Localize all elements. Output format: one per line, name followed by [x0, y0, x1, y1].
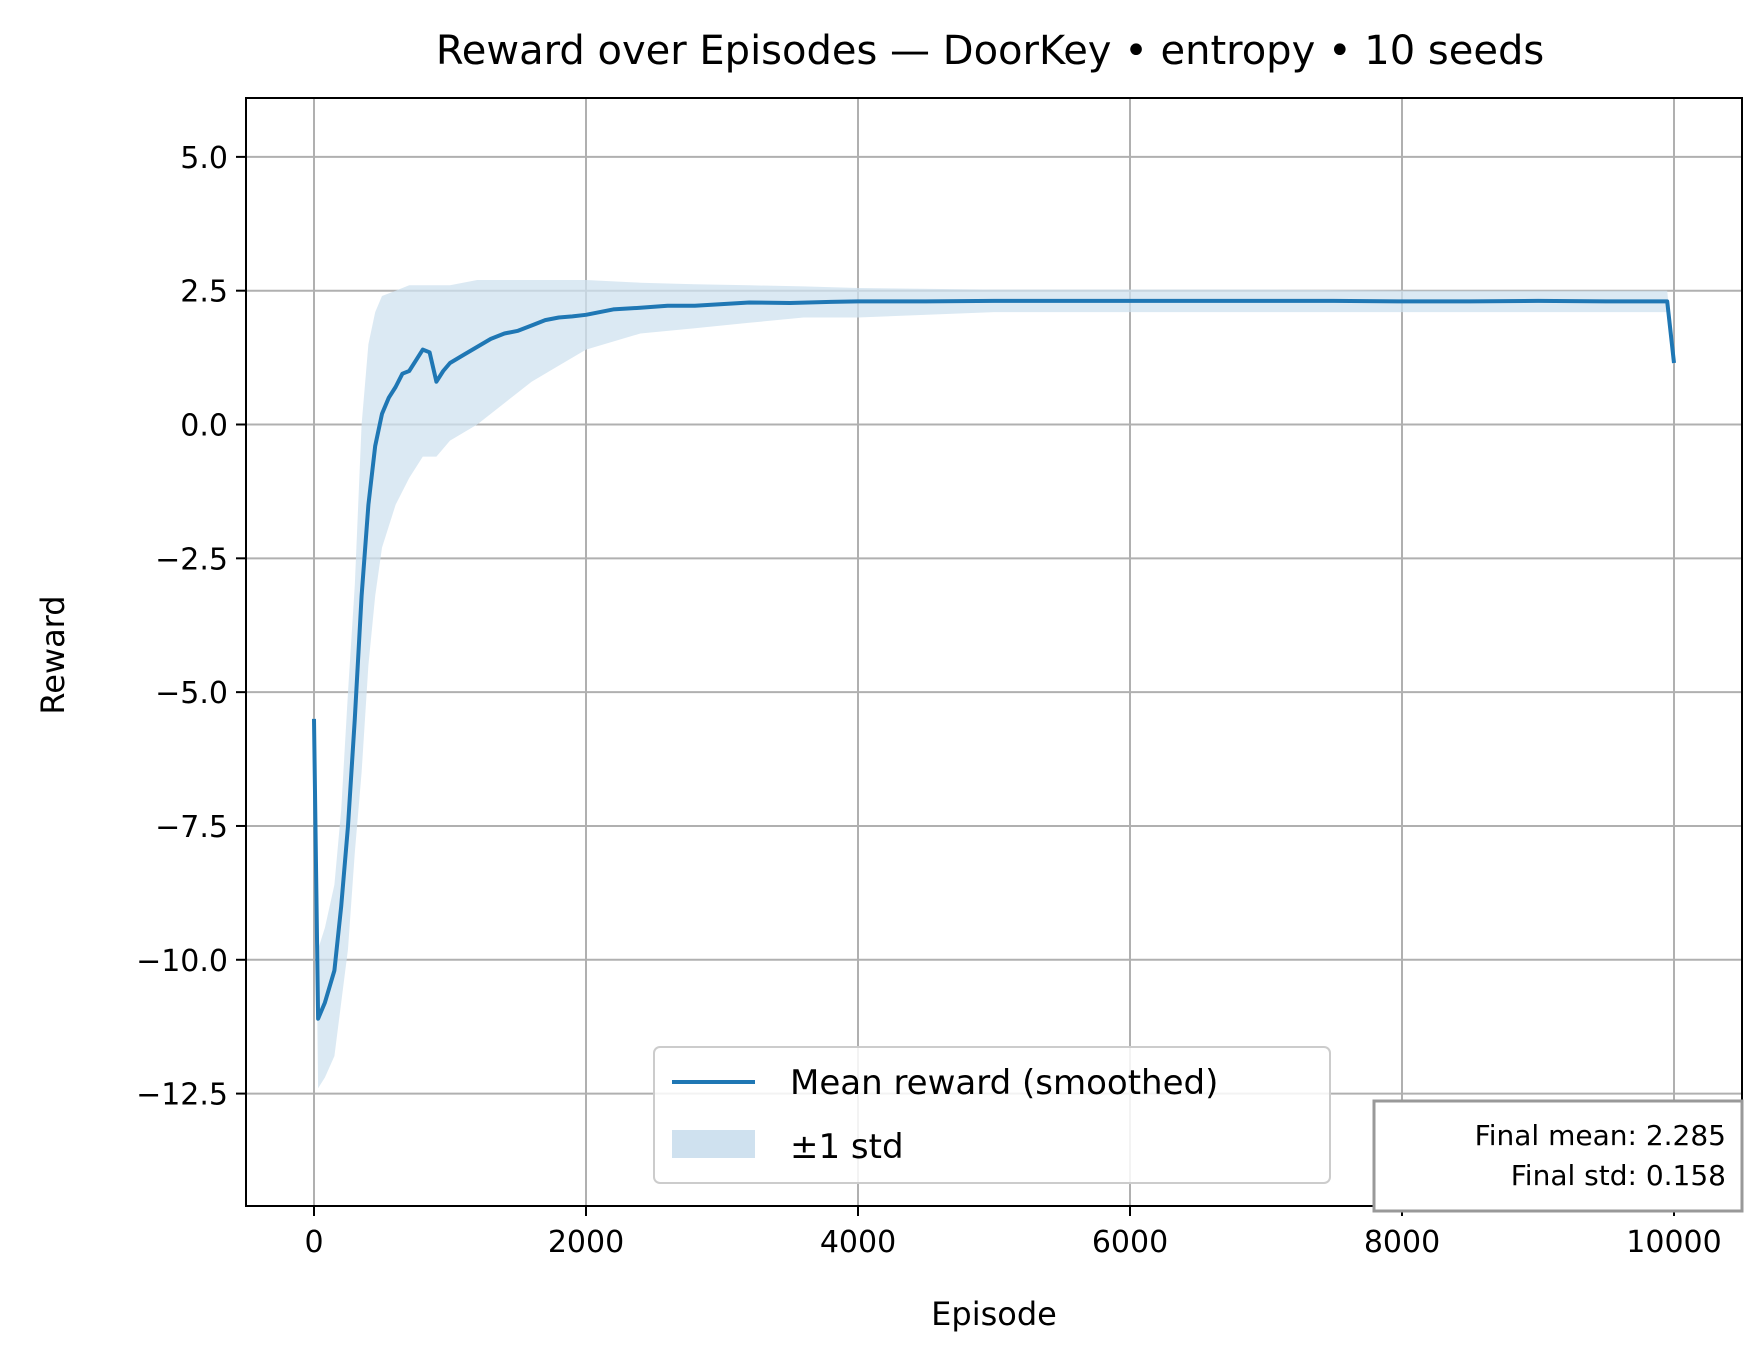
x-tick-label: 8000 [1364, 1225, 1440, 1260]
x-axis-label: Episode [931, 1295, 1057, 1333]
legend-swatch-std-band [672, 1130, 755, 1158]
y-tick-label: −7.5 [155, 810, 228, 845]
y-tick-label: −5.0 [155, 676, 228, 711]
x-tick-label: 0 [304, 1225, 323, 1260]
x-tick-label: 10000 [1626, 1225, 1721, 1260]
y-tick-label: 0.0 [180, 409, 228, 444]
mean-line-layer [312, 298, 1676, 1021]
y-axis-ticks: 5.0 2.5 0.0 −2.5 −5.0 −7.5 −10.0 −12.5 [136, 141, 246, 1113]
legend-label-mean-reward: Mean reward (smoothed) [790, 1063, 1218, 1103]
y-tick-label: −12.5 [136, 1078, 228, 1113]
plot-frame [245, 97, 1743, 1207]
x-tick-label: 6000 [1092, 1225, 1168, 1260]
final-stats-box: Final mean: 2.285 Final std: 0.158 [1372, 1099, 1744, 1213]
y-axis-label: Reward [34, 595, 72, 714]
chart-title: Reward over Episodes — DoorKey • entropy… [436, 28, 1544, 74]
legend-label-std-band: ±1 std [790, 1127, 904, 1167]
stats-box-frame [1372, 1099, 1744, 1213]
y-tick-label: −10.0 [136, 944, 228, 979]
legend: Mean reward (smoothed) ±1 std [653, 1046, 1331, 1184]
legend-box [653, 1046, 1331, 1184]
y-tick-label: −2.5 [155, 542, 228, 577]
mean-reward-line [312, 298, 1676, 1021]
x-tick-label: 2000 [548, 1225, 624, 1260]
y-tick-label: 2.5 [180, 275, 228, 310]
y-tick-label: 5.0 [180, 141, 228, 176]
final-std-text: Final std: 0.158 [1511, 1159, 1726, 1192]
final-mean-text: Final mean: 2.285 [1475, 1119, 1726, 1152]
x-tick-label: 4000 [820, 1225, 896, 1260]
x-axis-ticks: 0 2000 4000 6000 8000 10000 [304, 1206, 1722, 1260]
